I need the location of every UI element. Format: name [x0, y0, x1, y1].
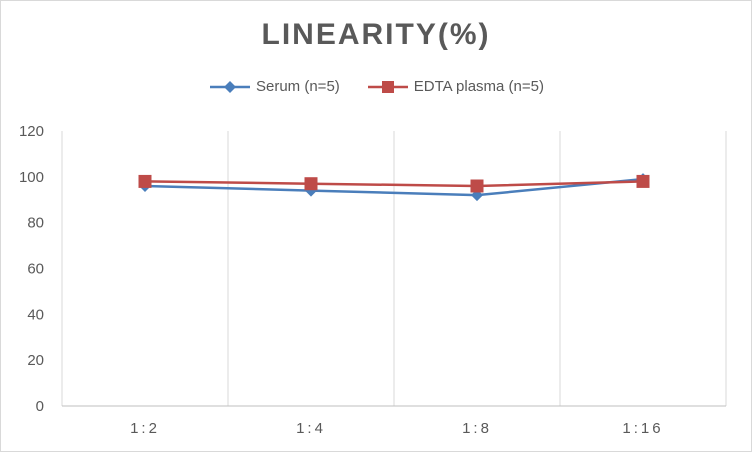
legend-item-edta: EDTA plasma (n=5) [366, 78, 544, 95]
legend-item-serum: Serum (n=5) [208, 78, 340, 95]
legend-swatch-edta [367, 80, 408, 93]
y-tick-label-3: 60 [27, 261, 44, 278]
legend-label-edta: EDTA plasma (n=5) [413, 78, 544, 95]
legend-swatch-serum [210, 80, 250, 93]
chart-title: LINEARITY(%) [261, 18, 491, 51]
series-1-point-3 [636, 174, 650, 188]
series-1-point-2 [470, 179, 484, 193]
series-1-point-0 [138, 174, 152, 188]
legend-label-serum: Serum (n=5) [256, 78, 340, 95]
x-tick-label-0: 1:2 [130, 420, 160, 437]
series-1-point-1 [304, 177, 318, 191]
x-tick-label-1: 1:4 [296, 420, 326, 437]
x-tick-label-2: 1:8 [462, 420, 492, 437]
x-tick-label-3: 1:16 [622, 420, 663, 437]
legend: Serum (n=5) EDTA plasma (n=5) [0, 78, 752, 95]
series-line-1 [144, 180, 644, 188]
y-tick-label-1: 20 [27, 352, 44, 369]
series-line-0 [144, 177, 644, 197]
y-tick-label-4: 80 [27, 215, 44, 232]
y-tick-label-5: 100 [19, 169, 44, 186]
y-tick-label-0: 0 [36, 398, 44, 415]
y-tick-label-2: 40 [27, 306, 44, 323]
y-tick-label-6: 120 [19, 123, 44, 140]
